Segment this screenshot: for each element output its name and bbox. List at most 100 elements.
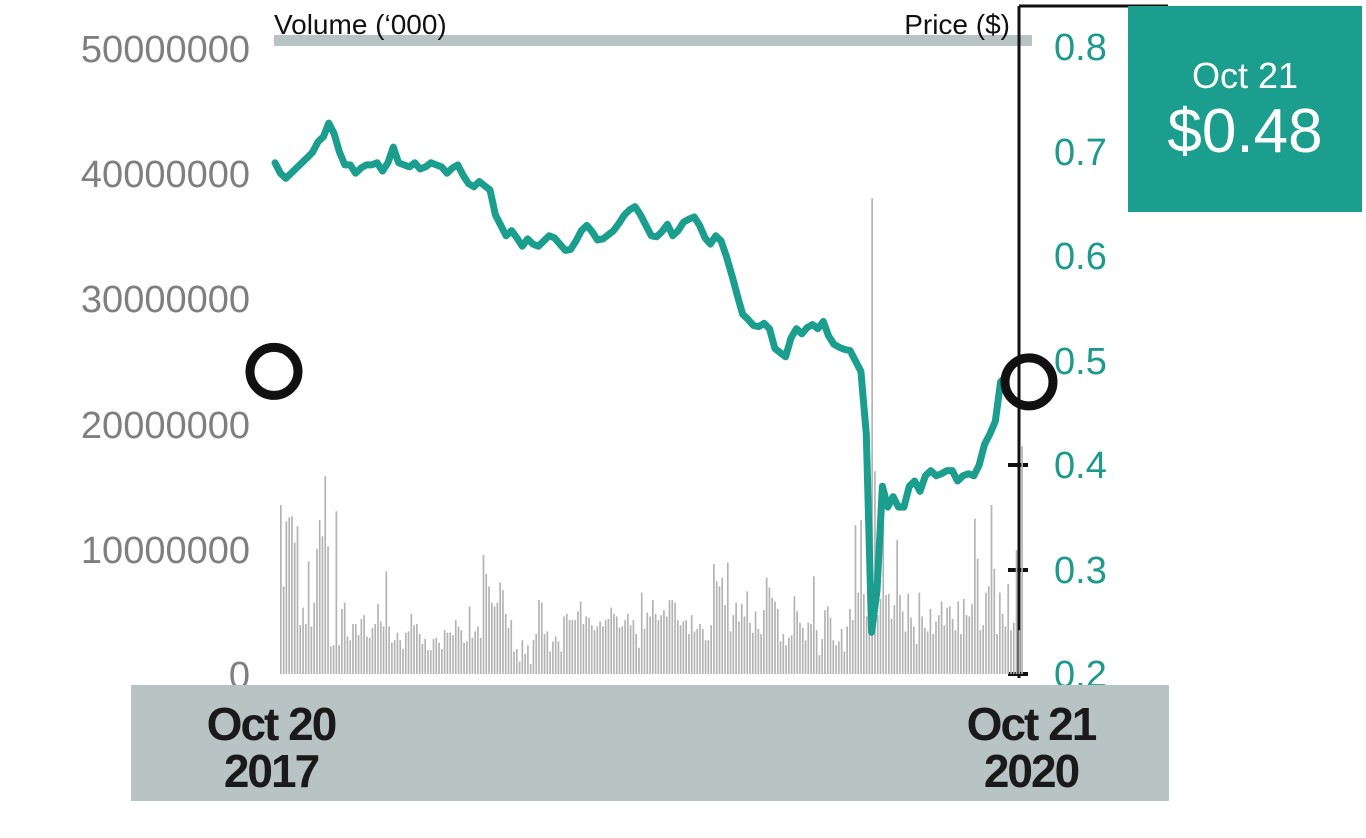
start-marker: [245, 342, 303, 400]
volume-bar: [302, 607, 304, 674]
volume-bar: [771, 597, 774, 674]
x-start-label-line2: 2017: [224, 745, 319, 797]
volume-bar: [1004, 626, 1007, 674]
volume-bar: [893, 605, 896, 674]
volume-bar: [282, 586, 285, 674]
volume-bar: [607, 618, 610, 674]
volume-bar: [482, 555, 485, 674]
volume-bar: [910, 617, 912, 674]
volume-bar: [957, 601, 960, 674]
volume-bar: [488, 586, 490, 674]
volume-bar: [824, 610, 826, 674]
volume-bar: [976, 558, 979, 674]
volume-bar: [507, 627, 510, 674]
volume-bar: [382, 626, 385, 674]
volume-bar: [599, 621, 601, 674]
volume-bar: [821, 638, 824, 674]
volume-bar: [763, 610, 765, 674]
volume-bar: [796, 611, 799, 674]
volume-bar: [332, 645, 335, 674]
volume-bar: [529, 663, 532, 674]
volume-bar: [674, 602, 676, 674]
volume-bar: [738, 621, 740, 674]
volume-bar: [363, 615, 365, 674]
volume-bar: [443, 630, 446, 674]
volume-bar: [857, 592, 860, 674]
volume-bar: [407, 631, 410, 674]
volume-bar: [416, 623, 418, 674]
volume-tick-label: 50000000: [81, 29, 250, 71]
volume-bar: [701, 628, 704, 674]
volume-bar: [310, 626, 313, 674]
volume-bar: [849, 608, 851, 674]
volume-bar: [960, 633, 962, 674]
volume-bar: [985, 592, 987, 674]
end-marker: [1000, 353, 1058, 411]
volume-bar: [987, 586, 990, 674]
volume-bar: [379, 621, 382, 674]
volume-bar: [979, 630, 982, 674]
volume-bar: [638, 647, 640, 674]
volume-bar: [457, 626, 460, 674]
volume-bar: [671, 600, 674, 674]
volume-bar: [646, 612, 649, 674]
volume-bar: [851, 620, 854, 674]
volume-bar: [341, 608, 343, 674]
volume-bar: [807, 622, 810, 674]
volume-bar: [901, 611, 904, 674]
volume-tick-label: 40000000: [81, 154, 250, 196]
volume-bar: [962, 598, 965, 674]
volume-bar: [721, 577, 724, 674]
volume-bar: [288, 517, 290, 674]
volume-bar: [635, 633, 638, 674]
volume-bar: [862, 593, 865, 674]
volume-bar: [743, 616, 746, 674]
volume-bar: [685, 620, 687, 674]
volume-bar: [929, 608, 932, 674]
volume-bar: [515, 648, 518, 674]
volume-bar: [496, 602, 499, 674]
volume-bar: [304, 623, 307, 674]
volume-bar: [471, 637, 474, 674]
volume-bar: [371, 627, 374, 674]
volume-bar: [887, 593, 890, 674]
volume-bar: [799, 622, 801, 674]
volume-bar: [949, 606, 951, 674]
volume-bar: [441, 648, 443, 674]
volume-bar: [338, 645, 340, 674]
volume-bar: [535, 633, 538, 674]
volume-bar: [768, 587, 771, 674]
volume-bar: [280, 504, 282, 674]
volume-bar: [393, 640, 396, 674]
volume-bar: [579, 601, 582, 674]
volume-bar: [813, 576, 815, 674]
volume-bar: [585, 616, 588, 674]
volume-bar: [843, 651, 846, 674]
volume-bar: [449, 632, 452, 674]
volume-bar: [990, 504, 993, 674]
volume-bar: [904, 631, 907, 674]
volume-bar: [621, 626, 624, 674]
volume-bar: [421, 643, 424, 674]
volume-bar: [818, 655, 821, 674]
volume-bar: [788, 637, 790, 674]
callout-date: Oct 21: [1191, 55, 1299, 96]
volume-bar: [452, 635, 454, 674]
volume-bar: [715, 581, 718, 674]
volume-bar: [346, 636, 349, 674]
volume-bar: [1010, 630, 1012, 674]
volume-bar: [377, 603, 379, 674]
volume-bar: [1021, 446, 1023, 674]
volume-bar: [782, 633, 785, 674]
volume-tick-label: 20000000: [81, 405, 250, 447]
volume-axis-title: Volume (‘000): [274, 9, 447, 40]
volume-bar: [404, 632, 407, 674]
volume-bar: [477, 626, 479, 674]
volume-bar: [427, 650, 429, 674]
volume-bar: [366, 636, 368, 674]
volume-bar: [707, 640, 710, 674]
volume-bar: [993, 568, 996, 674]
volume-bar: [982, 625, 985, 674]
volume-bar: [540, 602, 543, 674]
